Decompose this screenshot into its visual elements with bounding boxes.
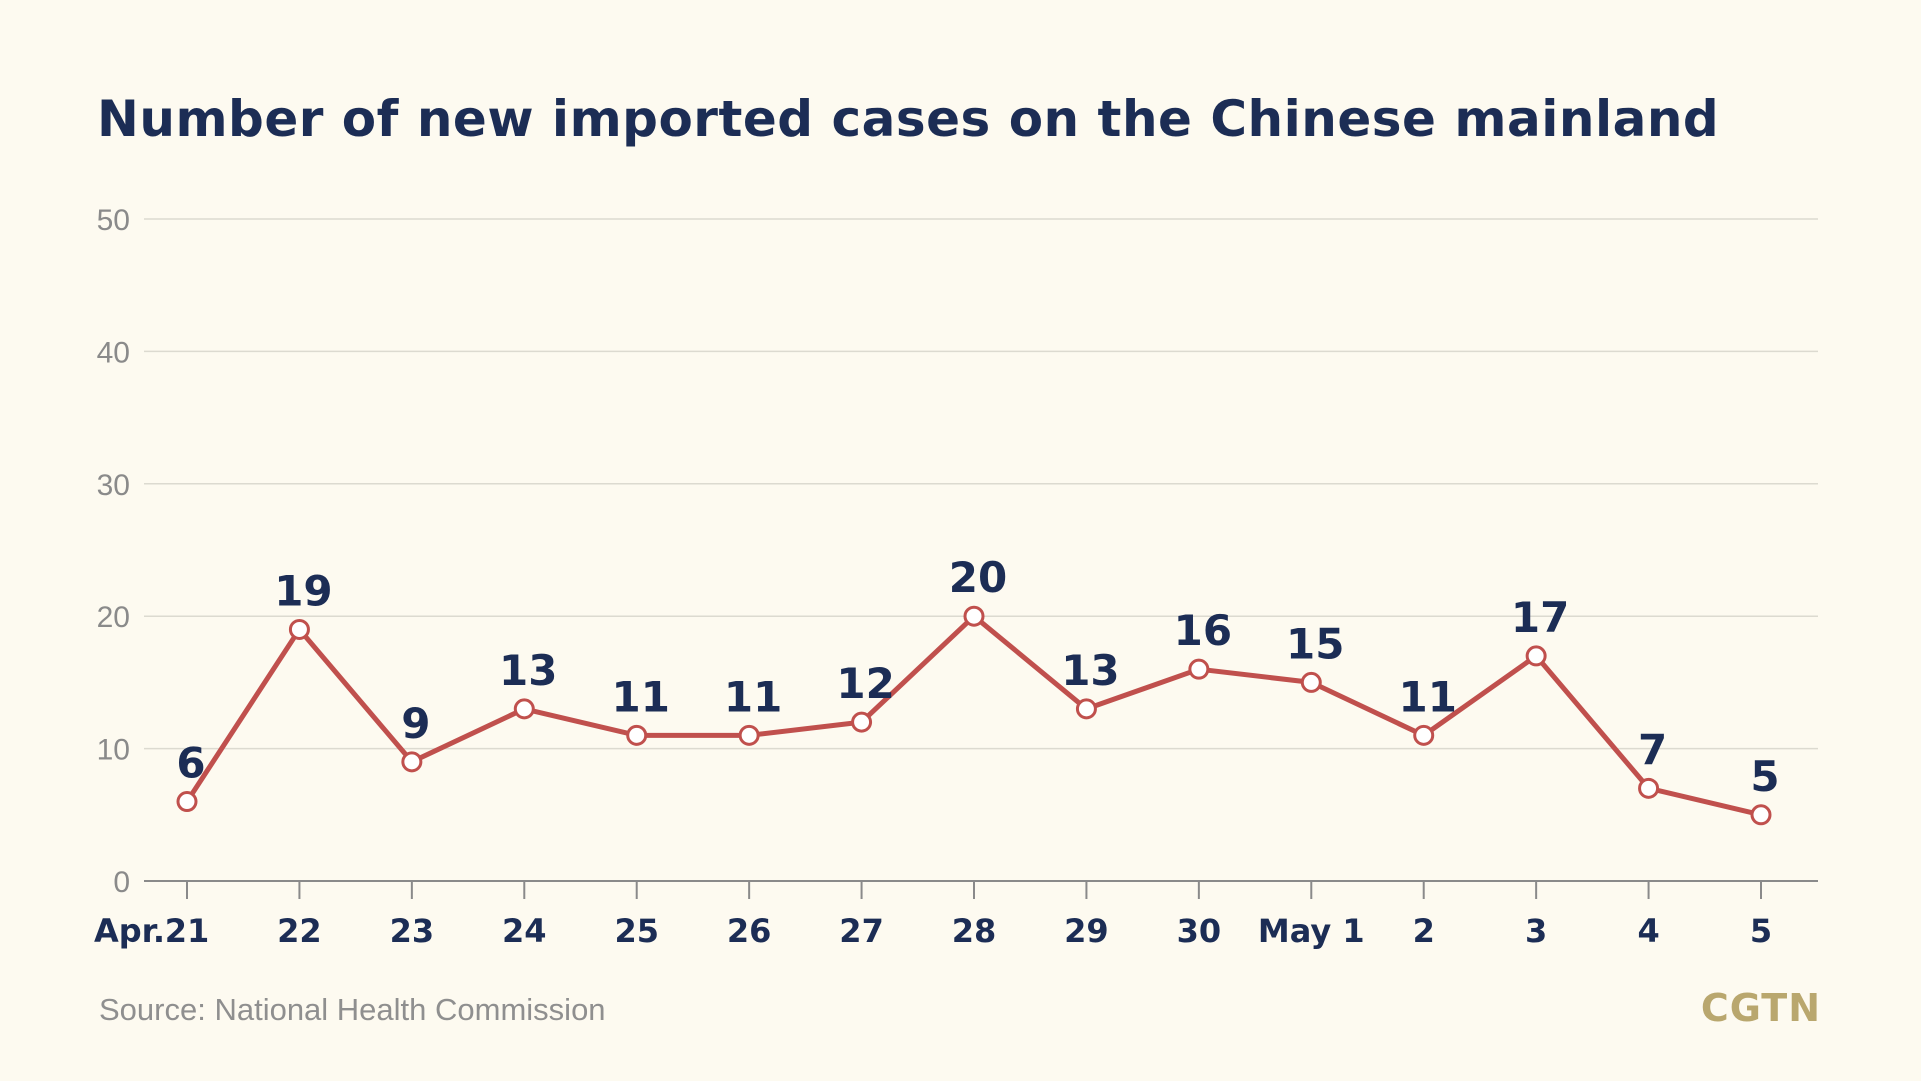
- x-tick-label: 27: [839, 912, 884, 950]
- x-tick-label: 29: [1064, 912, 1109, 950]
- data-label: 12: [836, 659, 894, 708]
- cgtn-logo: CGTN: [1700, 986, 1821, 1030]
- data-label: 19: [274, 566, 332, 615]
- x-tick-label: 3: [1525, 912, 1547, 950]
- x-tick-label: May 1: [1258, 912, 1365, 950]
- data-point: [851, 711, 873, 733]
- data-point: [288, 618, 310, 640]
- data-labels: 6 19 9 13 11 11 12 20 13 16 15 11 17 7 5: [176, 553, 1779, 801]
- data-point: [513, 698, 535, 720]
- data-label: 6: [176, 739, 205, 788]
- x-tick-label: 28: [952, 912, 997, 950]
- data-label: 17: [1511, 593, 1569, 642]
- data-point: [1638, 777, 1660, 799]
- data-label: 11: [724, 672, 782, 721]
- x-tick-label: 25: [614, 912, 659, 950]
- data-point: [176, 791, 198, 813]
- x-month-label: Apr.: [94, 912, 165, 950]
- data-label: 15: [1286, 619, 1344, 668]
- chart-title: Number of new imported cases on the Chin…: [97, 90, 1720, 148]
- y-tick-label: 40: [97, 336, 130, 369]
- x-tick-label: 22: [277, 912, 322, 950]
- x-tick-label: 4: [1637, 912, 1659, 950]
- x-tick-label: 30: [1177, 912, 1222, 950]
- data-label: 11: [611, 672, 669, 721]
- data-point: [1413, 724, 1435, 746]
- data-point: [1300, 671, 1322, 693]
- y-axis-ticks: 0 10 20 30 40 50: [97, 204, 130, 899]
- data-point: [1750, 804, 1772, 826]
- grid-lines: [144, 218, 1818, 750]
- x-tick-label: 5: [1750, 912, 1772, 950]
- data-point: [626, 724, 648, 746]
- x-tick-label: 21: [165, 912, 210, 950]
- data-points: [176, 605, 1772, 826]
- data-label: 13: [1061, 646, 1119, 695]
- data-label: 7: [1638, 725, 1667, 774]
- x-tick-label: 23: [390, 912, 435, 950]
- y-tick-label: 20: [97, 601, 130, 634]
- data-label: 11: [1398, 672, 1456, 721]
- data-label: 5: [1750, 752, 1779, 801]
- data-point: [738, 724, 760, 746]
- data-point: [1525, 645, 1547, 667]
- x-tick-label: 26: [727, 912, 772, 950]
- x-tick-label: 24: [502, 912, 547, 950]
- data-label: 13: [499, 646, 557, 695]
- y-tick-label: 30: [97, 469, 130, 502]
- x-tick-label: 2: [1413, 912, 1435, 950]
- y-tick-label: 50: [97, 204, 130, 237]
- source-note: Source: National Health Commission: [99, 992, 606, 1027]
- data-point: [401, 751, 423, 773]
- data-label: 20: [949, 553, 1007, 602]
- data-point: [1188, 658, 1210, 680]
- y-tick-label: 0: [113, 866, 130, 899]
- y-tick-label: 10: [97, 734, 130, 767]
- data-label: 9: [401, 699, 430, 748]
- data-point: [1075, 698, 1097, 720]
- data-point: [963, 605, 985, 627]
- data-label: 16: [1174, 606, 1232, 655]
